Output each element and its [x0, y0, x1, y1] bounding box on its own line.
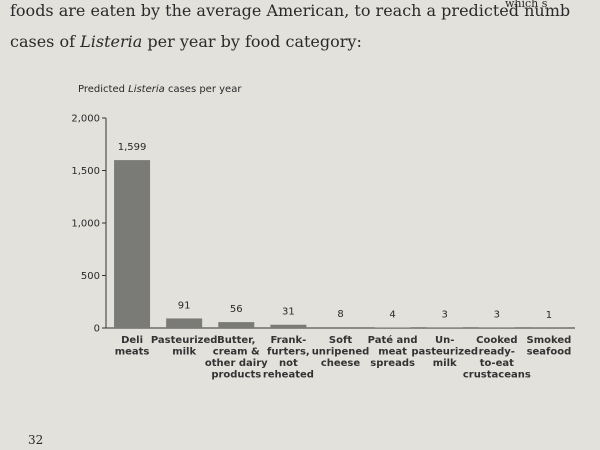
page-number: 32	[28, 433, 43, 447]
value-label: 56	[230, 304, 243, 315]
x-tick-label: Pasteurized	[151, 335, 218, 346]
x-tick-label: meat	[378, 347, 407, 358]
value-label: 3	[494, 310, 500, 321]
bar	[114, 160, 151, 328]
value-label: 4	[389, 310, 395, 321]
value-label: 91	[178, 300, 191, 311]
x-tick-label: ready-	[479, 347, 515, 358]
y-tick-label: 500	[81, 271, 100, 282]
x-tick-label: Cooked	[476, 335, 517, 346]
x-tick-label: cream &	[213, 347, 260, 358]
bar	[166, 318, 203, 328]
x-tick-label: to-eat	[480, 358, 514, 369]
x-tick-label: Smoked	[527, 335, 572, 346]
y-tick-label: 0	[94, 324, 100, 335]
x-tick-label: crustaceans	[463, 370, 531, 381]
x-tick-label: Soft	[329, 335, 352, 346]
y-tick-label: 2,000	[71, 114, 100, 125]
text-part: cases of	[10, 32, 80, 51]
x-tick-label: not	[279, 358, 298, 369]
x-tick-label: Frank-	[270, 335, 306, 346]
x-tick-label: Butter,	[217, 335, 255, 346]
bar	[218, 322, 255, 328]
bar	[270, 324, 307, 328]
text-part: Listeria	[79, 32, 142, 51]
x-tick-label: milk	[433, 358, 457, 369]
x-tick-label: Paté and	[368, 334, 418, 346]
title-part: Listeria	[128, 84, 165, 95]
y-tick-label: 1,000	[71, 219, 100, 230]
text-part: per year by food category:	[142, 32, 362, 51]
value-label: 1,599	[118, 142, 147, 153]
body-text-line: cases of Listeria per year by food categ…	[10, 32, 362, 51]
x-tick-label: products	[211, 370, 261, 381]
value-label: 8	[337, 309, 343, 320]
y-tick-label: 1,500	[71, 166, 100, 177]
bar	[322, 327, 359, 328]
value-label: 3	[442, 310, 448, 321]
x-tick-label: Un-	[435, 335, 454, 346]
body-text-line: foods are eaten by the average American,…	[10, 1, 570, 20]
x-tick-label: furters,	[267, 347, 310, 358]
x-tick-label: Deli	[121, 335, 143, 346]
x-tick-label: cheese	[321, 358, 361, 369]
x-tick-label: milk	[172, 347, 196, 358]
x-tick-label: reheated	[263, 370, 314, 381]
title-part: cases per year	[165, 84, 243, 95]
x-tick-label: pasteurized	[411, 347, 478, 358]
chart-title: Predicted Listeria cases per year	[78, 84, 242, 95]
x-tick-label: other dairy	[205, 358, 268, 369]
x-tick-label: spreads	[370, 358, 415, 369]
value-label: 31	[282, 307, 295, 318]
x-tick-label: unripened	[312, 347, 370, 358]
x-tick-label: meats	[115, 347, 150, 358]
title-part: Predicted	[78, 84, 128, 95]
x-tick-label: seafood	[527, 347, 572, 358]
value-label: 1	[546, 310, 552, 321]
text-fragment: which s	[505, 0, 548, 10]
